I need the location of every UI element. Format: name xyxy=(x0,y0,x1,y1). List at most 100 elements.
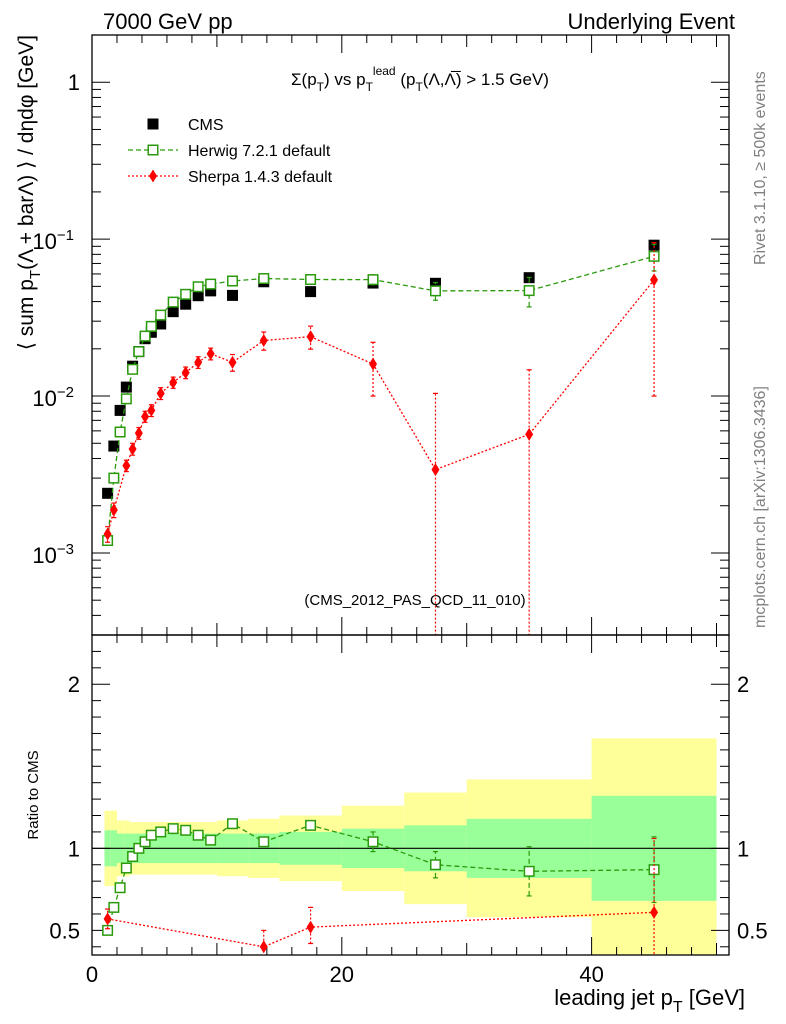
data-point-1 xyxy=(523,285,535,297)
data-point-0 xyxy=(180,298,192,310)
ratio-y-tick-label-right: 2 xyxy=(737,672,749,697)
data-point-1 xyxy=(103,912,112,926)
data-point-0 xyxy=(139,836,151,848)
header-right: Underlying Event xyxy=(567,9,735,34)
x-tick-label: 40 xyxy=(579,962,603,987)
data-point-1 xyxy=(120,393,132,405)
data-point-0 xyxy=(205,834,217,846)
data-point-1 xyxy=(108,472,120,484)
data-point-1 xyxy=(429,285,441,297)
data-point-0 xyxy=(145,326,157,338)
data-point-0 xyxy=(120,381,132,393)
data-point-1 xyxy=(227,275,239,287)
data-point-0 xyxy=(155,826,167,838)
data-point-1 xyxy=(258,273,270,285)
data-point-0 xyxy=(114,882,126,894)
series-2 xyxy=(103,242,659,635)
data-point-0 xyxy=(258,836,270,848)
data-point-2 xyxy=(525,427,534,441)
legend-marker xyxy=(147,118,159,130)
data-point-1 xyxy=(650,905,659,919)
data-point-2 xyxy=(134,426,143,440)
data-point-2 xyxy=(259,333,268,347)
x-tick-label: 0 xyxy=(86,962,98,987)
data-point-2 xyxy=(156,386,165,400)
data-point-2 xyxy=(103,527,112,541)
y-axis-label: ⟨ sum pT(Λ + barΛ) ⟩ / dηdφ [GeV] xyxy=(15,35,44,350)
data-point-0 xyxy=(120,862,132,874)
x-axis-label: leading jet pT [GeV] xyxy=(554,985,745,1016)
data-point-0 xyxy=(429,859,441,871)
data-point-0 xyxy=(145,829,157,841)
data-point-0 xyxy=(227,818,239,830)
y-tick-label: 10−3 xyxy=(32,541,74,568)
data-point-1 xyxy=(180,288,192,300)
data-point-1 xyxy=(192,281,204,293)
data-point-2 xyxy=(306,330,315,344)
data-point-0 xyxy=(205,285,217,297)
data-point-0 xyxy=(367,836,379,848)
data-point-1 xyxy=(305,274,317,286)
watermark: (CMS_2012_PAS_QCD_11_010) xyxy=(304,592,525,609)
data-point-0 xyxy=(180,824,192,836)
legend-marker xyxy=(147,144,159,156)
ratio-y-tick-label: 2 xyxy=(68,672,80,697)
rivet-label: Rivet 3.1.10, ≥ 500k events xyxy=(752,71,769,265)
mcplots-label: mcplots.cern.ch [arXiv:1306.3436] xyxy=(752,386,769,628)
data-point-1 xyxy=(127,363,139,375)
data-point-0 xyxy=(108,440,120,452)
data-point-2 xyxy=(147,403,156,417)
legend-label: Sherpa 1.4.3 default xyxy=(188,169,333,186)
series-1 xyxy=(103,837,659,955)
data-point-0 xyxy=(102,924,114,936)
data-point-2 xyxy=(228,355,237,369)
data-point-1 xyxy=(114,426,126,438)
series-line-1 xyxy=(107,911,655,948)
data-point-0 xyxy=(114,404,126,416)
data-point-0 xyxy=(102,487,114,499)
ratio-y-tick-label-right: 1 xyxy=(737,836,749,861)
data-point-0 xyxy=(305,819,317,831)
data-point-0 xyxy=(167,306,179,318)
data-point-1 xyxy=(133,346,145,358)
data-point-0 xyxy=(108,901,120,913)
y-tick-label: 10−1 xyxy=(32,227,74,254)
data-point-1 xyxy=(259,940,268,954)
data-point-0 xyxy=(133,842,145,854)
ratio-y-tick-label-right: 0.5 xyxy=(737,918,768,943)
data-point-2 xyxy=(122,459,131,473)
data-point-1 xyxy=(145,320,157,332)
legend-marker xyxy=(149,169,157,183)
data-point-2 xyxy=(109,503,118,517)
x-tick-label: 20 xyxy=(330,962,354,987)
data-point-2 xyxy=(169,375,178,389)
legend-label: CMS xyxy=(188,117,224,134)
data-point-0 xyxy=(127,851,139,863)
data-point-1 xyxy=(167,296,179,308)
data-point-2 xyxy=(431,463,440,477)
legend-label: Herwig 7.2.1 default xyxy=(188,143,331,160)
y-tick-label: 1 xyxy=(68,70,80,95)
y-tick-label: 10−2 xyxy=(32,384,74,411)
data-point-0 xyxy=(227,289,239,301)
data-point-2 xyxy=(181,366,190,380)
data-point-1 xyxy=(155,309,167,321)
data-point-2 xyxy=(206,347,215,361)
chart-title: Σ(pT) vs pTlead (pT(Λ,Λ̅) > 1.5 GeV) xyxy=(291,64,549,94)
ratio-frame xyxy=(91,634,730,956)
main-panel: 10−3 10−2 10−1 1 Σ(pT) vs pTlead (pT(Λ,Λ̅) >… xyxy=(15,34,730,636)
data-point-0 xyxy=(167,823,179,835)
data-point-0 xyxy=(192,290,204,302)
ratio-y-label: Ratio to CMS xyxy=(25,750,42,839)
data-point-0 xyxy=(523,865,535,877)
data-point-2 xyxy=(369,357,378,371)
data-point-1 xyxy=(367,274,379,286)
data-point-1 xyxy=(306,920,315,934)
data-point-1 xyxy=(205,278,217,290)
data-point-2 xyxy=(194,355,203,369)
header-left: 7000 GeV pp xyxy=(103,9,233,34)
series-1 xyxy=(102,243,660,547)
data-point-0 xyxy=(192,829,204,841)
